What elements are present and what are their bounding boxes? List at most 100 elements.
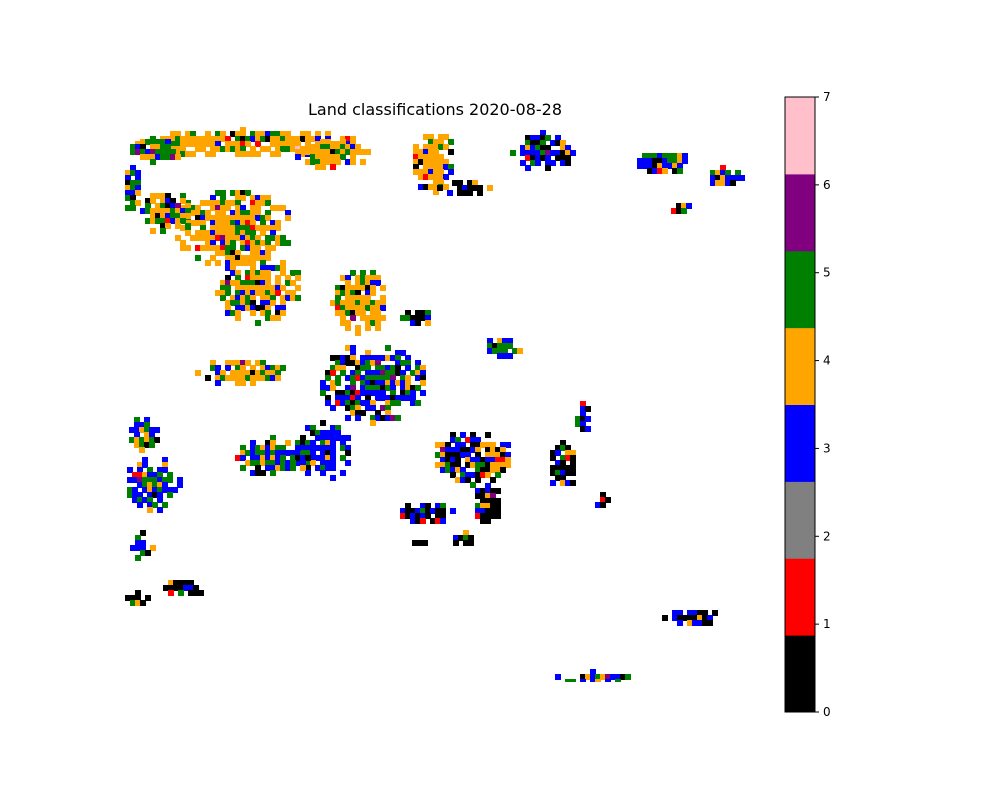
map-cell-class-0 xyxy=(550,455,556,461)
map-cell-class-0 xyxy=(420,375,426,381)
map-cell-class-0 xyxy=(170,198,176,204)
map-cell-class-4 xyxy=(517,348,523,354)
map-cell-class-4 xyxy=(235,131,241,137)
map-cell-class-5 xyxy=(280,146,286,152)
map-cell-class-0 xyxy=(390,395,396,401)
map-cell-class-3 xyxy=(250,470,256,476)
map-cell-class-4 xyxy=(380,300,386,306)
map-cell-class-3 xyxy=(162,467,168,473)
map-cell-class-4 xyxy=(135,190,141,196)
map-cell-class-0 xyxy=(657,158,663,164)
map-cell-class-0 xyxy=(676,203,682,209)
map-cell-class-0 xyxy=(400,390,406,396)
map-cell-class-6 xyxy=(380,370,386,376)
map-cell-class-0 xyxy=(165,193,171,199)
map-cell-class-3 xyxy=(470,457,476,463)
map-cell-class-3 xyxy=(235,305,241,311)
map-cell-class-3 xyxy=(400,370,406,376)
map-cell-class-3 xyxy=(345,385,351,391)
map-cell-class-3 xyxy=(265,265,271,271)
map-cell-class-4 xyxy=(185,213,191,219)
map-cell-class-5 xyxy=(310,154,316,160)
map-cell-class-5 xyxy=(305,450,311,456)
map-cell-class-4 xyxy=(285,290,291,296)
map-cell-class-3 xyxy=(455,447,461,453)
map-cell-class-4 xyxy=(220,250,226,256)
map-cell-class-0 xyxy=(145,198,151,204)
map-cell-class-0 xyxy=(530,155,536,161)
map-cell-class-4 xyxy=(340,139,346,145)
map-cell-class-0 xyxy=(580,416,586,422)
map-cell-class-4 xyxy=(175,131,181,137)
map-cell-class-4 xyxy=(180,146,186,152)
map-cell-class-3 xyxy=(385,365,391,371)
map-cell-class-5 xyxy=(170,141,176,147)
map-cell-class-3 xyxy=(725,175,731,181)
map-cell-class-4 xyxy=(325,149,331,155)
map-cell-class-5 xyxy=(305,460,311,466)
map-cell-class-4 xyxy=(505,462,511,468)
map-cell-class-0 xyxy=(580,426,586,432)
map-cell-class-4 xyxy=(355,310,361,316)
map-cell-class-5 xyxy=(535,145,541,151)
map-cell-class-0 xyxy=(355,290,361,296)
map-cell-class-4 xyxy=(220,225,226,231)
map-cell-class-4 xyxy=(235,370,241,376)
map-cell-class-6 xyxy=(375,360,381,366)
map-cell-class-5 xyxy=(365,365,371,371)
map-cell-class-5 xyxy=(150,139,156,145)
map-cell-class-0 xyxy=(450,452,456,458)
map-cell-class-3 xyxy=(300,445,306,451)
map-cell-class-4 xyxy=(335,310,341,316)
map-cell-class-4 xyxy=(240,260,246,266)
map-cell-class-4 xyxy=(295,275,301,281)
map-cell-class-0 xyxy=(144,442,150,448)
map-cell-class-0 xyxy=(140,600,146,606)
map-cell-class-4 xyxy=(440,452,446,458)
map-cell-class-3 xyxy=(275,450,281,456)
map-cell-class-0 xyxy=(140,144,146,150)
map-cell-class-5 xyxy=(345,390,351,396)
map-cell-class-0 xyxy=(435,508,441,514)
map-cell-class-4 xyxy=(340,310,346,316)
map-cell-class-5 xyxy=(270,470,276,476)
map-cell-class-4 xyxy=(290,280,296,286)
map-cell-class-4 xyxy=(180,136,186,142)
map-cell-class-5 xyxy=(405,390,411,396)
map-cell-class-3 xyxy=(320,460,326,466)
map-cell-class-0 xyxy=(440,513,446,519)
map-cell-class-3 xyxy=(275,285,281,291)
map-cell-class-5 xyxy=(445,462,451,468)
map-cell-class-3 xyxy=(295,445,301,451)
map-cell-class-4 xyxy=(600,674,606,680)
map-cell-class-4 xyxy=(438,159,444,165)
map-cell-class-4 xyxy=(225,141,231,147)
map-cell-class-4 xyxy=(255,131,261,137)
map-cell-class-3 xyxy=(270,220,276,226)
map-cell-class-3 xyxy=(455,442,461,448)
map-cell-class-4 xyxy=(160,213,166,219)
map-cell-class-3 xyxy=(460,467,466,473)
map-cell-class-4 xyxy=(245,141,251,147)
map-cell-class-4 xyxy=(220,230,226,236)
map-cell-class-3 xyxy=(130,545,136,551)
map-cell-class-4 xyxy=(340,320,346,326)
map-cell-class-0 xyxy=(135,590,141,596)
map-cell-class-5 xyxy=(315,159,321,165)
map-cell-class-5 xyxy=(540,140,546,146)
map-cell-class-4 xyxy=(285,215,291,221)
map-cell-class-5 xyxy=(350,290,356,296)
map-cell-class-4 xyxy=(438,174,444,180)
map-cell-class-4 xyxy=(210,146,216,152)
map-cell-class-4 xyxy=(210,225,216,231)
map-cell-class-5 xyxy=(405,360,411,366)
map-cell-class-0 xyxy=(295,455,301,461)
map-cell-class-5 xyxy=(360,270,366,276)
map-cell-class-3 xyxy=(405,395,411,401)
map-cell-class-0 xyxy=(697,610,703,616)
map-cell-class-5 xyxy=(134,417,140,423)
map-cell-class-5 xyxy=(157,472,163,478)
map-cell-class-0 xyxy=(415,320,421,326)
map-cell-class-4 xyxy=(428,174,434,180)
map-cell-class-3 xyxy=(330,440,336,446)
